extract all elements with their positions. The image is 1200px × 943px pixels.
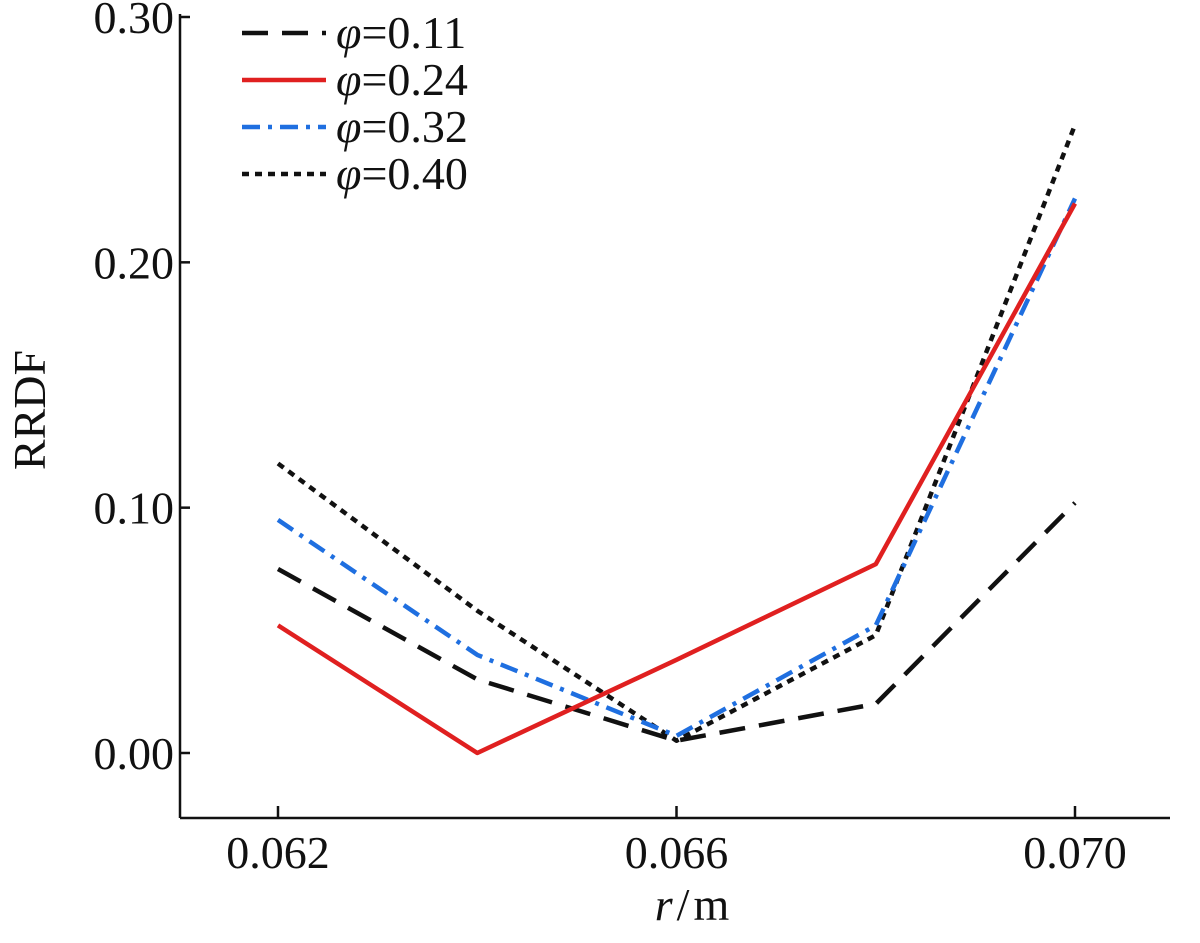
x-axis-title: r/m xyxy=(655,879,730,930)
series-lines xyxy=(278,125,1075,753)
legend-symbol: φ xyxy=(336,148,361,199)
legend-symbol: φ xyxy=(336,54,361,105)
y-tick-label: 0.10 xyxy=(94,483,175,534)
axes: 0.00 0.10 0.20 0.30 0.062 0.066 0.070 xyxy=(94,0,1171,878)
legend-label: φ=0.24 xyxy=(336,54,468,105)
y-axis-title: RRDF xyxy=(4,350,55,470)
x-tick-label: 0.062 xyxy=(226,827,330,878)
legend: φ=0.11φ=0.24φ=0.32φ=0.40 xyxy=(242,7,468,199)
x-axis-title-unit: m xyxy=(693,879,729,930)
legend-symbol: φ xyxy=(336,101,361,152)
series-line-3 xyxy=(278,199,1075,736)
series-line-4 xyxy=(278,125,1075,741)
legend-label: φ=0.32 xyxy=(336,101,468,152)
y-tick-label: 0.00 xyxy=(94,728,175,779)
legend-label: φ=0.11 xyxy=(336,7,466,58)
legend-value: =0.24 xyxy=(361,54,467,105)
x-axis-title-var: r xyxy=(655,879,674,930)
x-tick-label: 0.066 xyxy=(625,827,729,878)
series-line-1 xyxy=(278,503,1075,741)
x-tick-label: 0.070 xyxy=(1023,827,1127,878)
legend-symbol: φ xyxy=(336,7,361,58)
y-tick-label: 0.30 xyxy=(94,0,175,43)
legend-value: =0.11 xyxy=(361,7,466,58)
y-tick-label: 0.20 xyxy=(94,237,175,288)
legend-value: =0.32 xyxy=(361,101,467,152)
series-line-2 xyxy=(278,204,1075,754)
legend-value: =0.40 xyxy=(361,148,467,199)
legend-label: φ=0.40 xyxy=(336,148,468,199)
x-axis-title-sep: / xyxy=(677,879,690,930)
